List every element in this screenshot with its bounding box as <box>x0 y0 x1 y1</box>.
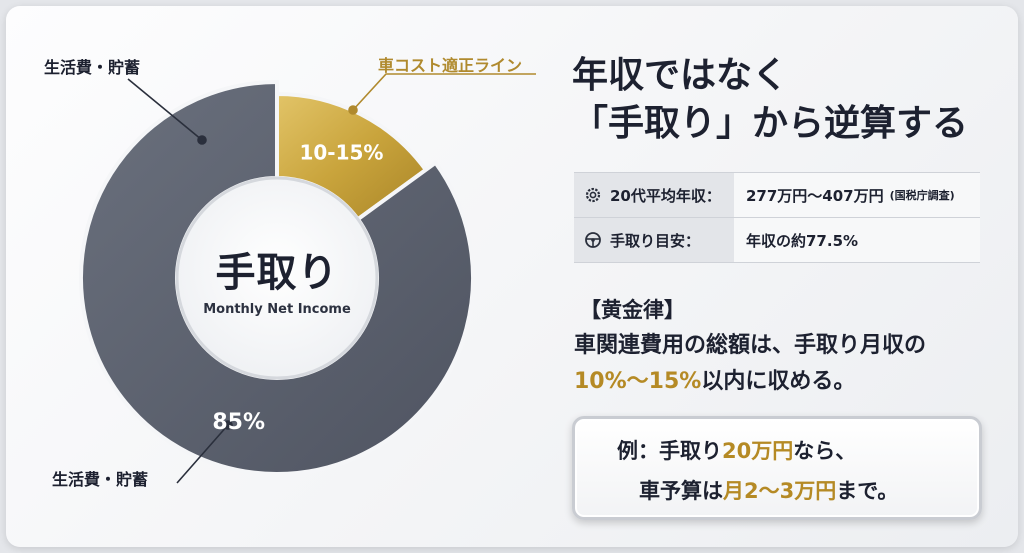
info-key-income: 20代平均年収： <box>574 173 734 217</box>
steering-wheel-icon <box>584 231 602 249</box>
donut-center-subtitle: Monthly Net Income <box>203 302 351 317</box>
headline-line-1: 年収ではなく <box>572 55 789 96</box>
slice-label-car-cost: 10-15% <box>299 140 383 164</box>
slice-label-living-savings: 85% <box>212 410 265 435</box>
info-val-takehome-text: 年収の約77.5% <box>746 231 859 250</box>
info-val-income: 277万円〜407万円 (国税庁調査) <box>734 173 980 217</box>
callout-label-top-right: 車コスト適正ライン <box>378 56 523 75</box>
info-val-income-text: 277万円〜407万円 <box>746 186 884 205</box>
callout-dot-bottom-left <box>223 420 233 430</box>
golden-rule-line-1: 車関連費用の総額は、手取り月収の <box>574 333 927 358</box>
example-box: 例：手取り20万円なら、 車予算は月2〜3万円まで。 <box>572 416 982 520</box>
callout-line-top-right <box>352 73 536 111</box>
example-line-1-b: なら、 <box>793 439 857 463</box>
golden-rule-percent: 10%〜15% <box>574 369 702 394</box>
callout-label-top-left: 生活費・貯蓄 <box>44 58 141 77</box>
info-val-income-note: (国税庁調査) <box>889 189 955 202</box>
info-key-takehome-label: 手取り目安： <box>610 231 701 250</box>
callout-line-top-left <box>127 78 203 141</box>
golden-rule-line-2-rest: 以内に収める。 <box>701 369 856 394</box>
info-row-income: 20代平均年収： 277万円〜407万円 (国税庁調査) <box>574 172 980 217</box>
example-line-2-b: まで。 <box>836 479 899 503</box>
info-key-takehome: 手取り目安： <box>574 218 734 262</box>
donut-chart: 10-15% 85% <box>79 73 536 484</box>
donut-center-title: 手取り <box>215 250 339 296</box>
info-key-income-label: 20代平均年収： <box>610 186 721 205</box>
headline-line-2: 「手取り」から逆算する <box>572 103 969 144</box>
example-line-2-a: 車予算は <box>639 479 723 503</box>
callout-label-bottom-left: 生活費・貯蓄 <box>52 470 149 489</box>
callout-line-bottom-left <box>176 424 229 484</box>
info-val-takehome: 年収の約77.5% <box>734 218 980 262</box>
example-line-1-gold: 20万円 <box>722 439 794 463</box>
example-line-1: 例：手取り20万円なら、 <box>617 435 856 465</box>
info-row-takehome: 手取り目安： 年収の約77.5% <box>574 217 980 263</box>
callout-dot-top-left <box>197 135 207 145</box>
info-table: 20代平均年収： 277万円〜407万円 (国税庁調査) 手取り目安： <box>574 172 980 263</box>
golden-rule-line-2: 10%〜15%以内に収める。 <box>574 364 926 400</box>
example-line-2-gold: 月2〜3万円 <box>723 479 837 503</box>
example-line-1-a: 例：手取り <box>617 439 722 463</box>
donut-hole <box>175 176 379 380</box>
golden-rule-heading: 【黄金律】 <box>580 298 685 322</box>
gear-icon <box>584 186 602 204</box>
example-line-2: 車予算は月2〜3万円まで。 <box>639 475 898 505</box>
golden-rule-body: 車関連費用の総額は、手取り月収の 10%〜15%以内に収める。 <box>574 328 926 400</box>
callout-dot-top-right <box>348 105 358 115</box>
infographic-card: 10-15% 85% 生活費・貯蓄 生活費・貯蓄 車コスト適正ライン 手取り Mo… <box>6 6 1018 547</box>
headline: 年収ではなく 「手取り」から逆算する <box>572 52 968 148</box>
